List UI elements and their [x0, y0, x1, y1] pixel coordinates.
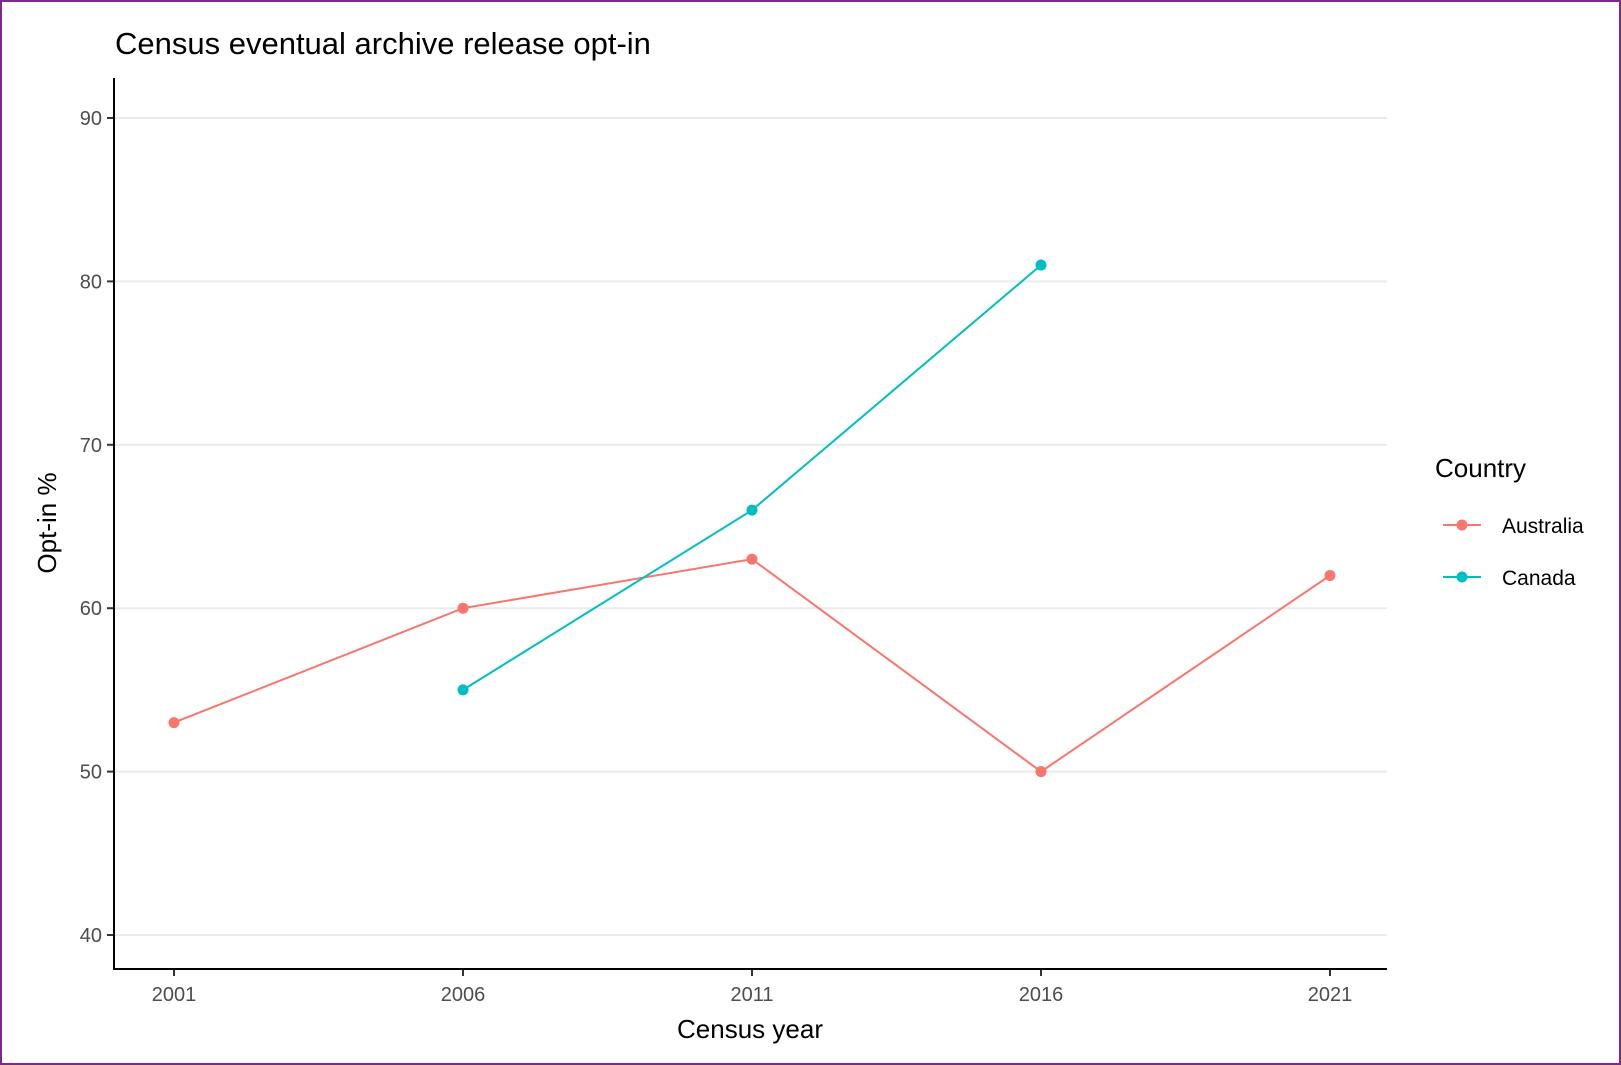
gridlines: [114, 117, 1387, 936]
australia-point: [457, 602, 469, 614]
y-tick-label: 50: [80, 762, 102, 784]
australia-point: [168, 717, 180, 729]
australia-line: [173, 558, 1331, 773]
australia-point: [1035, 766, 1047, 778]
canada-point: [746, 504, 758, 516]
australia-point: [746, 553, 758, 565]
legend-title: Country: [1435, 453, 1526, 483]
y-axis-title: Opt-in %: [32, 472, 62, 573]
x-tick-label: 2006: [441, 984, 486, 1006]
y-tick-label: 70: [80, 435, 102, 457]
australia-point: [1324, 570, 1336, 582]
x-tick-label: 2011: [730, 984, 773, 1006]
y-tick-label: 40: [80, 925, 102, 947]
y-axis-ticks: 40 50 60 70 80 90: [80, 108, 114, 947]
canada-point: [1035, 259, 1047, 271]
canada-line: [462, 264, 1042, 691]
y-tick-label: 80: [80, 271, 102, 293]
legend-keys: Australia Canada: [1443, 515, 1584, 590]
legend: Country Australia Canada: [1435, 453, 1584, 590]
x-tick-label: 2001: [152, 984, 197, 1006]
legend-label-canada: Canada: [1502, 567, 1576, 590]
canada-point: [457, 684, 469, 696]
chart-title: Census eventual archive release opt-in: [115, 26, 651, 61]
x-axis-title: Census year: [677, 1014, 823, 1044]
legend-label-australia: Australia: [1502, 515, 1584, 538]
series-lines: [168, 259, 1336, 778]
x-axis-ticks: 2001 2006 2011 2016 2021: [152, 969, 1353, 1006]
y-tick-label: 90: [80, 108, 102, 130]
x-tick-label: 2016: [1019, 984, 1064, 1006]
x-tick-label: 2021: [1308, 984, 1353, 1006]
y-tick-label: 60: [80, 598, 102, 620]
legend-key-australia-point: [1456, 519, 1468, 531]
legend-key-canada-point: [1456, 571, 1468, 583]
